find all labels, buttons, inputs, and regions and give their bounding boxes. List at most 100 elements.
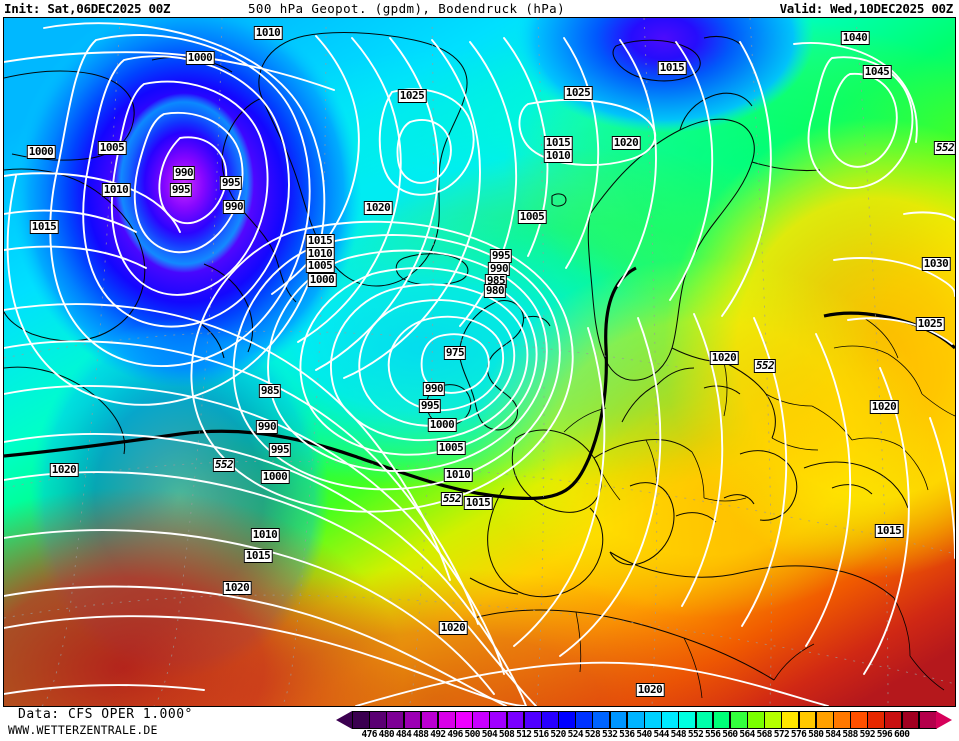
isobar-label: 1000: [185, 51, 215, 65]
isobar-label: 985: [258, 384, 282, 398]
isobar-label: 1025: [563, 86, 593, 100]
isobar-label: 1015: [543, 136, 573, 150]
colorbar-swatch: [850, 711, 868, 729]
isobar-label: 1045: [862, 65, 892, 79]
colorbar-swatch: [884, 711, 903, 729]
colorbar-swatch: [403, 711, 422, 729]
isobar-label: 990: [255, 420, 279, 434]
colorbar-swatch: [695, 711, 714, 729]
colorbar-swatch: [626, 711, 645, 729]
colorbar-swatch: [575, 711, 594, 729]
colorbar-swatch: [764, 711, 782, 729]
init-time-label: Init: Sat,06DEC2025 00Z: [4, 1, 171, 16]
valid-time-label: Valid: Wed,10DEC2025 00Z: [779, 1, 954, 16]
isobar-label: 1020: [49, 463, 79, 477]
colorbar-swatch: [747, 711, 765, 729]
isobar-label: 1025: [397, 89, 427, 103]
colorbar-swatch: [867, 711, 886, 729]
map-graphic: [4, 18, 955, 706]
isobars: [4, 22, 955, 706]
colorbar[interactable]: [336, 711, 952, 729]
isobar-label: 1015: [463, 496, 493, 510]
isobar-label: 1020: [709, 351, 739, 365]
colorbar-tick-label: 568: [756, 729, 773, 740]
colorbar-tick-label: 544: [653, 729, 669, 740]
isobar-label: 995: [418, 399, 442, 413]
colorbar-swatch: [661, 711, 679, 729]
isobar-label: 1020: [869, 400, 899, 414]
colorbar-tick-label: 596: [876, 729, 893, 740]
colorbar-tick-label: 488: [413, 729, 429, 740]
colorbar-swatch: [437, 711, 456, 729]
isobar-label: 990: [222, 200, 246, 214]
colorbar-tick-label: 500: [464, 729, 481, 740]
isobar-label: 1020: [635, 683, 665, 697]
colorbar-tick-label: 536: [619, 729, 635, 740]
colorbar-swatch: [455, 711, 473, 729]
colorbar-tick-label: 496: [447, 729, 463, 740]
map-header: Init: Sat,06DEC2025 00Z 500 hPa Geopot. …: [0, 0, 959, 17]
colorbar-tick-label: 564: [739, 729, 755, 740]
isobar-label: 1000: [26, 145, 56, 159]
colorbar-swatch: [472, 711, 490, 729]
thickness-label: 552: [212, 458, 236, 472]
colorbar-tick-label: 576: [790, 729, 807, 740]
colorbar-swatch: [386, 711, 405, 729]
colorbar-tick-label: 548: [670, 729, 687, 740]
isobar-label: 1000: [260, 470, 290, 484]
colorbar-swatch: [523, 711, 542, 729]
colorbar-ticks: 476 480 484 488 492 496 500 504 508 512 516 520 524 5…: [336, 729, 952, 741]
colorbar-tick-label: 588: [842, 729, 858, 740]
isobar-label: 1010: [443, 468, 473, 482]
colorbar-tick-label: 552: [687, 729, 704, 740]
isobar-label: 975: [443, 346, 467, 360]
isobar-label: 1005: [97, 141, 127, 155]
isobar-label: 1020: [222, 581, 252, 595]
colorbar-tick-label: 504: [481, 729, 498, 740]
colorbar-tick-label: 560: [722, 729, 738, 740]
colorbar-tick-label: 512: [516, 729, 532, 740]
colorbar-swatch: [729, 711, 748, 729]
isobar-label: 1010: [543, 149, 573, 163]
colorbar-tick-label: 532: [601, 729, 618, 740]
colorbar-tick-label: 476: [361, 729, 377, 740]
website-label: WWW.WETTERZENTRALE.DE: [8, 723, 158, 737]
colorbar-swatch: [781, 711, 800, 729]
colorbar-tick-label: 584: [825, 729, 841, 740]
colorbar-tick-label: 556: [705, 729, 721, 740]
colorbar-tick-label: 524: [567, 729, 584, 740]
colorbar-swatch: [609, 711, 628, 729]
colorbar-tick-label: 540: [636, 729, 652, 740]
isobar-label: 1020: [611, 136, 641, 150]
isobar-label: 990: [422, 382, 446, 396]
isobar-label: 1010: [101, 183, 131, 197]
isobar-label: 1015: [874, 524, 904, 538]
isobar-label: 995: [219, 176, 243, 190]
isobar-label: 1020: [363, 201, 393, 215]
colorbar-swatch: [918, 711, 937, 729]
colorbar-swatch: [506, 711, 525, 729]
colorbar-swatch: [558, 711, 576, 729]
colorbar-tick-label: 516: [533, 729, 549, 740]
colorbar-swatch: [420, 711, 439, 729]
colorbar-swatch: [369, 711, 387, 729]
isobar-label: 1000: [307, 273, 337, 287]
colorbar-tick-label: 484: [395, 729, 412, 740]
colorbar-tick-label: 480: [378, 729, 395, 740]
map-canvas[interactable]: 1010 1040 1045 1000 1015 1025 1025 1000 1005 1015…: [3, 17, 956, 707]
colorbar-swatch: [678, 711, 697, 729]
colorbar-swatch: [798, 711, 817, 729]
page-title: 500 hPa Geopot. (gpdm), Bodendruck (hPa): [248, 1, 566, 16]
colorbar-swatch: [815, 711, 834, 729]
isobar-label: 1000: [427, 418, 457, 432]
colorbar-swatch: [540, 711, 559, 729]
colorbar-tick-label: 520: [550, 729, 566, 740]
isobar-label: 1005: [517, 210, 547, 224]
isobar-label: 995: [268, 443, 292, 457]
isobar-label: 990: [172, 166, 196, 180]
thickness-label: 552: [933, 141, 955, 155]
colorbar-tick-label: 580: [808, 729, 824, 740]
isobar-label: 1030: [921, 257, 951, 271]
isobar-label: 1015: [305, 234, 335, 248]
isobar-label: 995: [169, 183, 193, 197]
